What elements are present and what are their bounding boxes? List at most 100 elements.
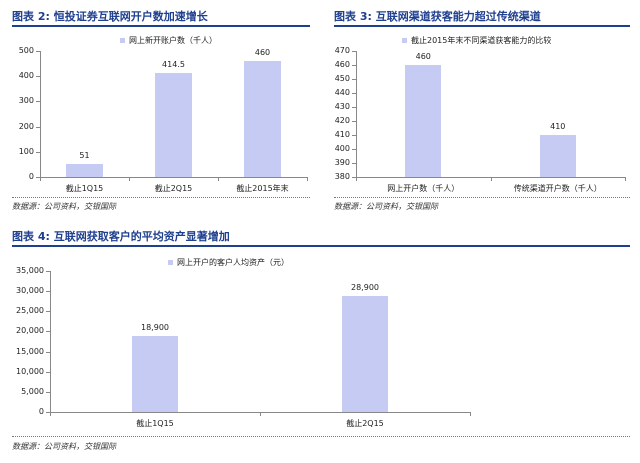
source-rule (334, 197, 630, 198)
y-tick-mark (46, 412, 50, 413)
y-tick-mark (352, 65, 356, 66)
x-tick-mark (470, 412, 471, 416)
y-tick-mark (352, 51, 356, 52)
y-tick-label: 0 (28, 172, 34, 181)
source-rule (12, 197, 310, 198)
y-tick-label: 440 (334, 88, 350, 97)
x-tick-label: 网上开户数（千人） (387, 184, 460, 193)
x-tick-mark (129, 177, 130, 181)
source-rule (12, 436, 630, 437)
x-tick-label: 截止2Q15 (154, 184, 193, 193)
y-tick-mark (46, 391, 50, 393)
bar (154, 72, 193, 177)
y-tick-mark (46, 271, 50, 272)
source-note: 数据源：公司资料，交银国际 (12, 202, 116, 211)
y-tick-mark (352, 177, 356, 178)
x-tick-mark (40, 177, 41, 181)
y-tick-mark (46, 291, 50, 293)
y-tick-mark (352, 79, 356, 80)
y-tick-mark (352, 121, 356, 122)
legend-swatch (168, 260, 173, 265)
x-tick-mark (490, 177, 492, 181)
y-tick-mark (46, 311, 50, 313)
y-tick-label: 10,000 (16, 366, 44, 376)
y-tick-mark (36, 177, 40, 178)
bar (65, 164, 104, 177)
x-tick-label: 截止2015年末 (236, 184, 289, 193)
y-tick-label: 35,000 (16, 266, 44, 275)
data-label: 414.5 (162, 59, 185, 69)
bar (243, 61, 282, 177)
plot-area (50, 271, 471, 413)
data-label: 51 (79, 151, 90, 161)
x-tick-mark (50, 412, 51, 416)
legend-label: 网上新开账户数（千人） (129, 36, 217, 45)
y-tick-mark (36, 76, 40, 78)
legend-label: 网上开户的客户人均资产（元） (177, 258, 289, 267)
y-tick-mark (352, 93, 356, 94)
y-tick-label: 200 (18, 121, 34, 131)
y-tick-label: 470 (334, 46, 350, 55)
bar (539, 135, 576, 177)
y-tick-label: 430 (334, 102, 350, 111)
y-tick-mark (46, 351, 50, 353)
legend-label: 截止2015年末不同渠道获客能力的比较 (411, 36, 552, 45)
chart-4-panel: 图表 4: 互联网获取客户的平均资产显著增加 网上开户的客户人均资产（元） 数据… (12, 228, 630, 458)
y-tick-mark (352, 107, 356, 108)
y-tick-mark (36, 126, 40, 128)
x-tick-mark (356, 177, 357, 181)
y-tick-label: 500 (18, 46, 34, 55)
title-rule (12, 25, 310, 27)
title-rule (334, 25, 630, 27)
y-tick-label: 410 (334, 130, 350, 139)
source-note: 数据源：公司资料，交银国际 (334, 202, 438, 211)
y-tick-label: 300 (18, 96, 34, 106)
chart-title: 图表 3: 互联网渠道获客能力超过传统渠道 (334, 10, 541, 23)
chart-title: 图表 2: 恒投证券互联网开户数加速增长 (12, 10, 208, 23)
y-tick-mark (36, 51, 40, 52)
y-tick-label: 20,000 (16, 326, 44, 336)
bar (131, 335, 179, 412)
bar (341, 295, 389, 412)
x-tick-label: 截止1Q15 (136, 419, 174, 428)
data-label: 460 (415, 52, 431, 61)
x-tick-label: 截止2Q15 (346, 419, 384, 428)
plot-area (40, 51, 308, 178)
y-tick-label: 380 (334, 172, 350, 181)
chart-2-panel: 图表 2: 恒投证券互联网开户数加速增长 网上新开账户数（千人） 数据源：公司资… (12, 8, 312, 220)
x-tick-mark (307, 177, 308, 181)
x-tick-mark (218, 177, 219, 181)
y-tick-mark (46, 331, 50, 333)
chart-3-panel: 图表 3: 互联网渠道获客能力超过传统渠道 截止2015年末不同渠道获客能力的比… (334, 8, 630, 220)
data-label: 460 (254, 48, 271, 58)
y-tick-label: 420 (334, 116, 350, 125)
title-rule (12, 245, 630, 247)
y-tick-label: 30,000 (16, 286, 44, 296)
data-label: 410 (550, 122, 566, 131)
legend-swatch (402, 38, 407, 43)
y-tick-label: 0 (38, 407, 44, 416)
y-tick-label: 450 (334, 74, 350, 83)
y-tick-mark (352, 163, 356, 164)
source-note: 数据源：公司资料，交银国际 (12, 442, 116, 451)
y-tick-mark (36, 101, 40, 103)
bar (405, 65, 442, 177)
y-tick-label: 100 (18, 146, 34, 156)
y-tick-label: 390 (334, 158, 350, 167)
legend: 网上新开账户数（千人） (120, 35, 217, 46)
legend: 截止2015年末不同渠道获客能力的比较 (402, 35, 551, 46)
legend-swatch (120, 38, 125, 43)
y-tick-mark (352, 135, 356, 136)
data-label: 18,900 (141, 322, 169, 332)
x-tick-label: 传统渠道开户数（千人） (513, 184, 602, 193)
chart-title: 图表 4: 互联网获取客户的平均资产显著增加 (12, 230, 230, 243)
y-tick-mark (36, 151, 40, 153)
y-tick-label: 15,000 (16, 346, 44, 356)
plot-area (356, 51, 626, 178)
y-tick-label: 400 (334, 144, 350, 153)
x-tick-mark (260, 412, 261, 416)
x-tick-label: 截止1Q15 (65, 184, 104, 193)
y-tick-label: 5,000 (21, 386, 44, 396)
x-tick-mark (625, 177, 626, 181)
y-tick-label: 400 (18, 71, 34, 81)
